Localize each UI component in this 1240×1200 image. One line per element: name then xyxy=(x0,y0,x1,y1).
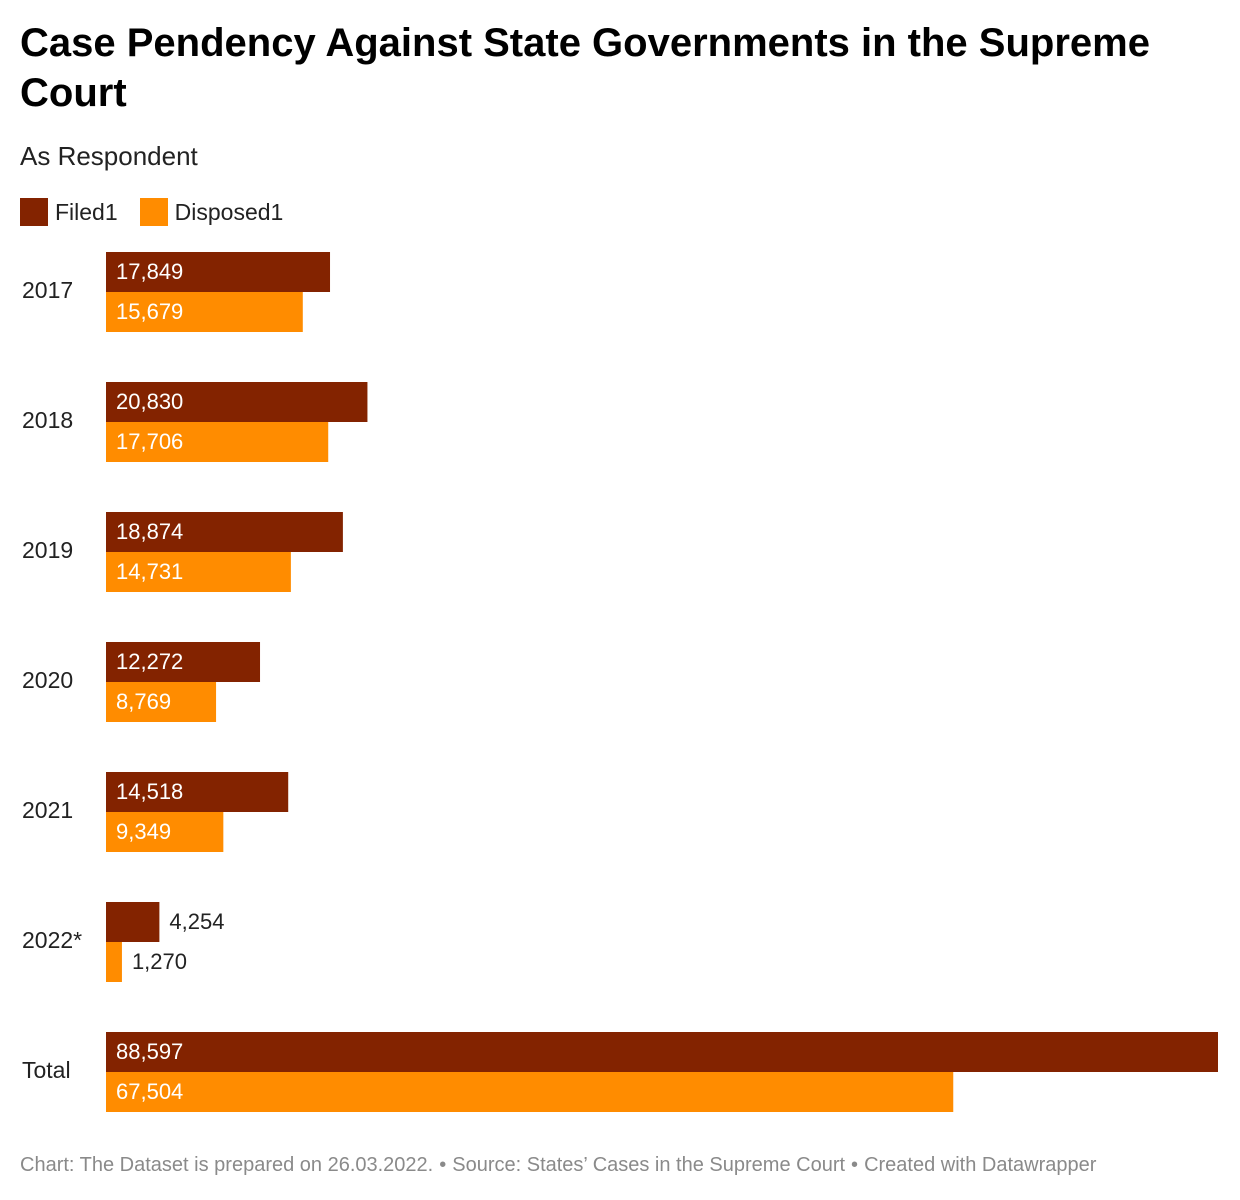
category-label-2021: 2021 xyxy=(22,797,73,823)
legend-swatch-disposed xyxy=(139,198,168,226)
data-label-disposed1-total: 67,504 xyxy=(116,1079,183,1104)
data-label-filed1-2022: 4,254 xyxy=(169,909,224,934)
bar-filed1-2021 xyxy=(106,772,289,812)
data-label-disposed1-2021: 9,349 xyxy=(116,819,171,844)
data-label-disposed1-2020: 8,769 xyxy=(116,689,171,714)
legend-label-disposed: Disposed1 xyxy=(174,198,284,225)
data-label-filed1-2021: 14,518 xyxy=(116,779,183,804)
category-label-2017: 2017 xyxy=(22,277,73,303)
bar-disposed1-2019 xyxy=(106,552,291,592)
footer-source: Source: States’ Cases in the Supreme Cou… xyxy=(452,1154,846,1176)
bar-filed1-2022 xyxy=(106,902,160,942)
footer-separator: • xyxy=(439,1154,447,1176)
data-label-filed1-total: 88,597 xyxy=(116,1039,183,1064)
data-label-disposed1-2022: 1,270 xyxy=(132,949,187,974)
footer-chart-note: Chart: The Dataset is prepared on 26.03.… xyxy=(20,1154,434,1176)
chart-subtitle: As Respondent xyxy=(20,141,198,171)
category-label-total: Total xyxy=(22,1057,71,1083)
data-label-disposed1-2018: 17,706 xyxy=(116,429,183,454)
data-label-filed1-2018: 20,830 xyxy=(116,389,183,414)
data-label-disposed1-2019: 14,731 xyxy=(116,559,183,584)
legend-item-filed: Filed1 xyxy=(20,198,118,226)
bar-disposed1-2021 xyxy=(106,812,224,852)
bar-filed1-2019 xyxy=(106,512,343,552)
bar-filed1-2018 xyxy=(106,382,368,422)
bar-disposed1-2017 xyxy=(106,292,303,332)
data-label-filed1-2020: 12,272 xyxy=(116,649,183,674)
data-label-filed1-2017: 17,849 xyxy=(116,259,183,284)
bar-disposed1-total xyxy=(106,1072,954,1112)
bar-chart: 2017 17,849 15,679 2018 20,830 17,706 2019 18,8… xyxy=(22,252,1218,1112)
data-label-filed1-2019: 18,874 xyxy=(116,519,183,544)
category-label-2018: 2018 xyxy=(22,407,73,433)
bar-disposed1-2020 xyxy=(106,682,217,722)
category-label-2020: 2020 xyxy=(22,667,73,693)
bar-filed1-total xyxy=(106,1032,1218,1072)
category-label-2019: 2019 xyxy=(22,537,73,563)
legend-item-disposed: Disposed1 xyxy=(139,198,284,226)
legend-swatch-filed xyxy=(20,198,48,226)
chart-title: Case Pendency Against State Governments … xyxy=(20,21,1150,115)
footer-credit: Created with Datawrapper xyxy=(864,1154,1097,1176)
bar-disposed1-2018 xyxy=(106,422,329,462)
legend: Filed1 Disposed1 xyxy=(20,196,305,228)
legend-label-filed: Filed1 xyxy=(55,198,118,225)
chart-footer: Chart: The Dataset is prepared on 26.03.… xyxy=(20,1152,1096,1178)
footer-separator: • xyxy=(851,1154,859,1176)
bar-disposed1-2022 xyxy=(106,942,122,982)
data-label-disposed1-2017: 15,679 xyxy=(116,299,183,324)
bar-filed1-2020 xyxy=(106,642,261,682)
category-label-2022: 2022* xyxy=(22,927,82,953)
bar-filed1-2017 xyxy=(106,252,331,292)
